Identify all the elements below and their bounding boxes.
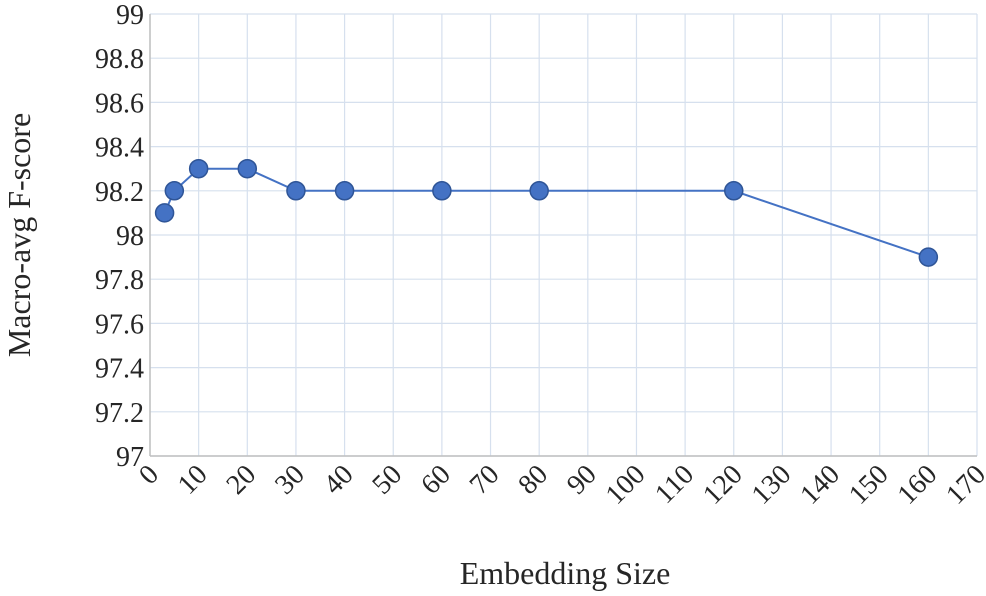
y-tick-label: 98.6 (95, 88, 144, 119)
data-point (154, 203, 175, 223)
x-tick-label: 100 (600, 459, 652, 511)
x-tick-label: 90 (561, 459, 603, 501)
series-group (154, 158, 939, 267)
x-axis-title: Embedding Size (460, 555, 671, 591)
data-point (237, 158, 258, 179)
x-tick-label: 30 (269, 459, 311, 501)
y-tick-label: 98.2 (95, 177, 144, 208)
y-tick-label: 97.2 (95, 398, 144, 429)
data-point (164, 181, 185, 201)
x-tick-label: 130 (746, 459, 798, 511)
data-point (529, 181, 549, 201)
data-point (188, 158, 209, 179)
x-tick-label: 0 (133, 459, 165, 491)
y-tick-label: 97.4 (95, 354, 144, 385)
y-tick-label: 98 (116, 221, 144, 252)
data-point (334, 181, 355, 201)
x-tick-label: 140 (794, 459, 846, 511)
y-tick-label: 97.6 (95, 309, 144, 340)
y-axis-title: Macro-avg F-score (1, 113, 37, 357)
y-tick-label: 99 (116, 0, 144, 31)
x-tick-label: 120 (697, 459, 749, 511)
x-tick-labels: 0 10 20 30 40 50 60 70 80 90100110120130140150160… (133, 459, 986, 511)
grid-lines (149, 13, 978, 457)
y-tick-labels: 97 97.2 97.4 97.6 97.8 98 98.2 98.4 98.6 98.8 99 (95, 0, 144, 473)
series-line (163, 167, 929, 259)
y-tick-label: 98.4 (95, 133, 144, 164)
x-tick-label: 80 (512, 459, 554, 501)
x-tick-label: 20 (221, 459, 263, 501)
axes (149, 14, 977, 457)
y-tick-label: 97 (116, 442, 144, 473)
data-point (432, 181, 452, 201)
x-tick-label: 60 (415, 459, 457, 501)
data-point (724, 181, 744, 201)
x-tick-label: 70 (464, 459, 506, 501)
x-tick-label: 170 (940, 459, 986, 511)
data-point (918, 247, 939, 267)
x-tick-label: 150 (843, 459, 895, 511)
x-tick-label: 40 (318, 459, 360, 501)
y-tick-label: 98.8 (95, 44, 144, 75)
x-tick-label: 50 (366, 459, 408, 501)
y-tick-label: 97.8 (95, 265, 144, 296)
data-point (286, 181, 306, 201)
x-tick-label: 160 (892, 459, 944, 511)
x-tick-label: 110 (649, 459, 700, 510)
x-tick-label: 10 (172, 459, 214, 501)
